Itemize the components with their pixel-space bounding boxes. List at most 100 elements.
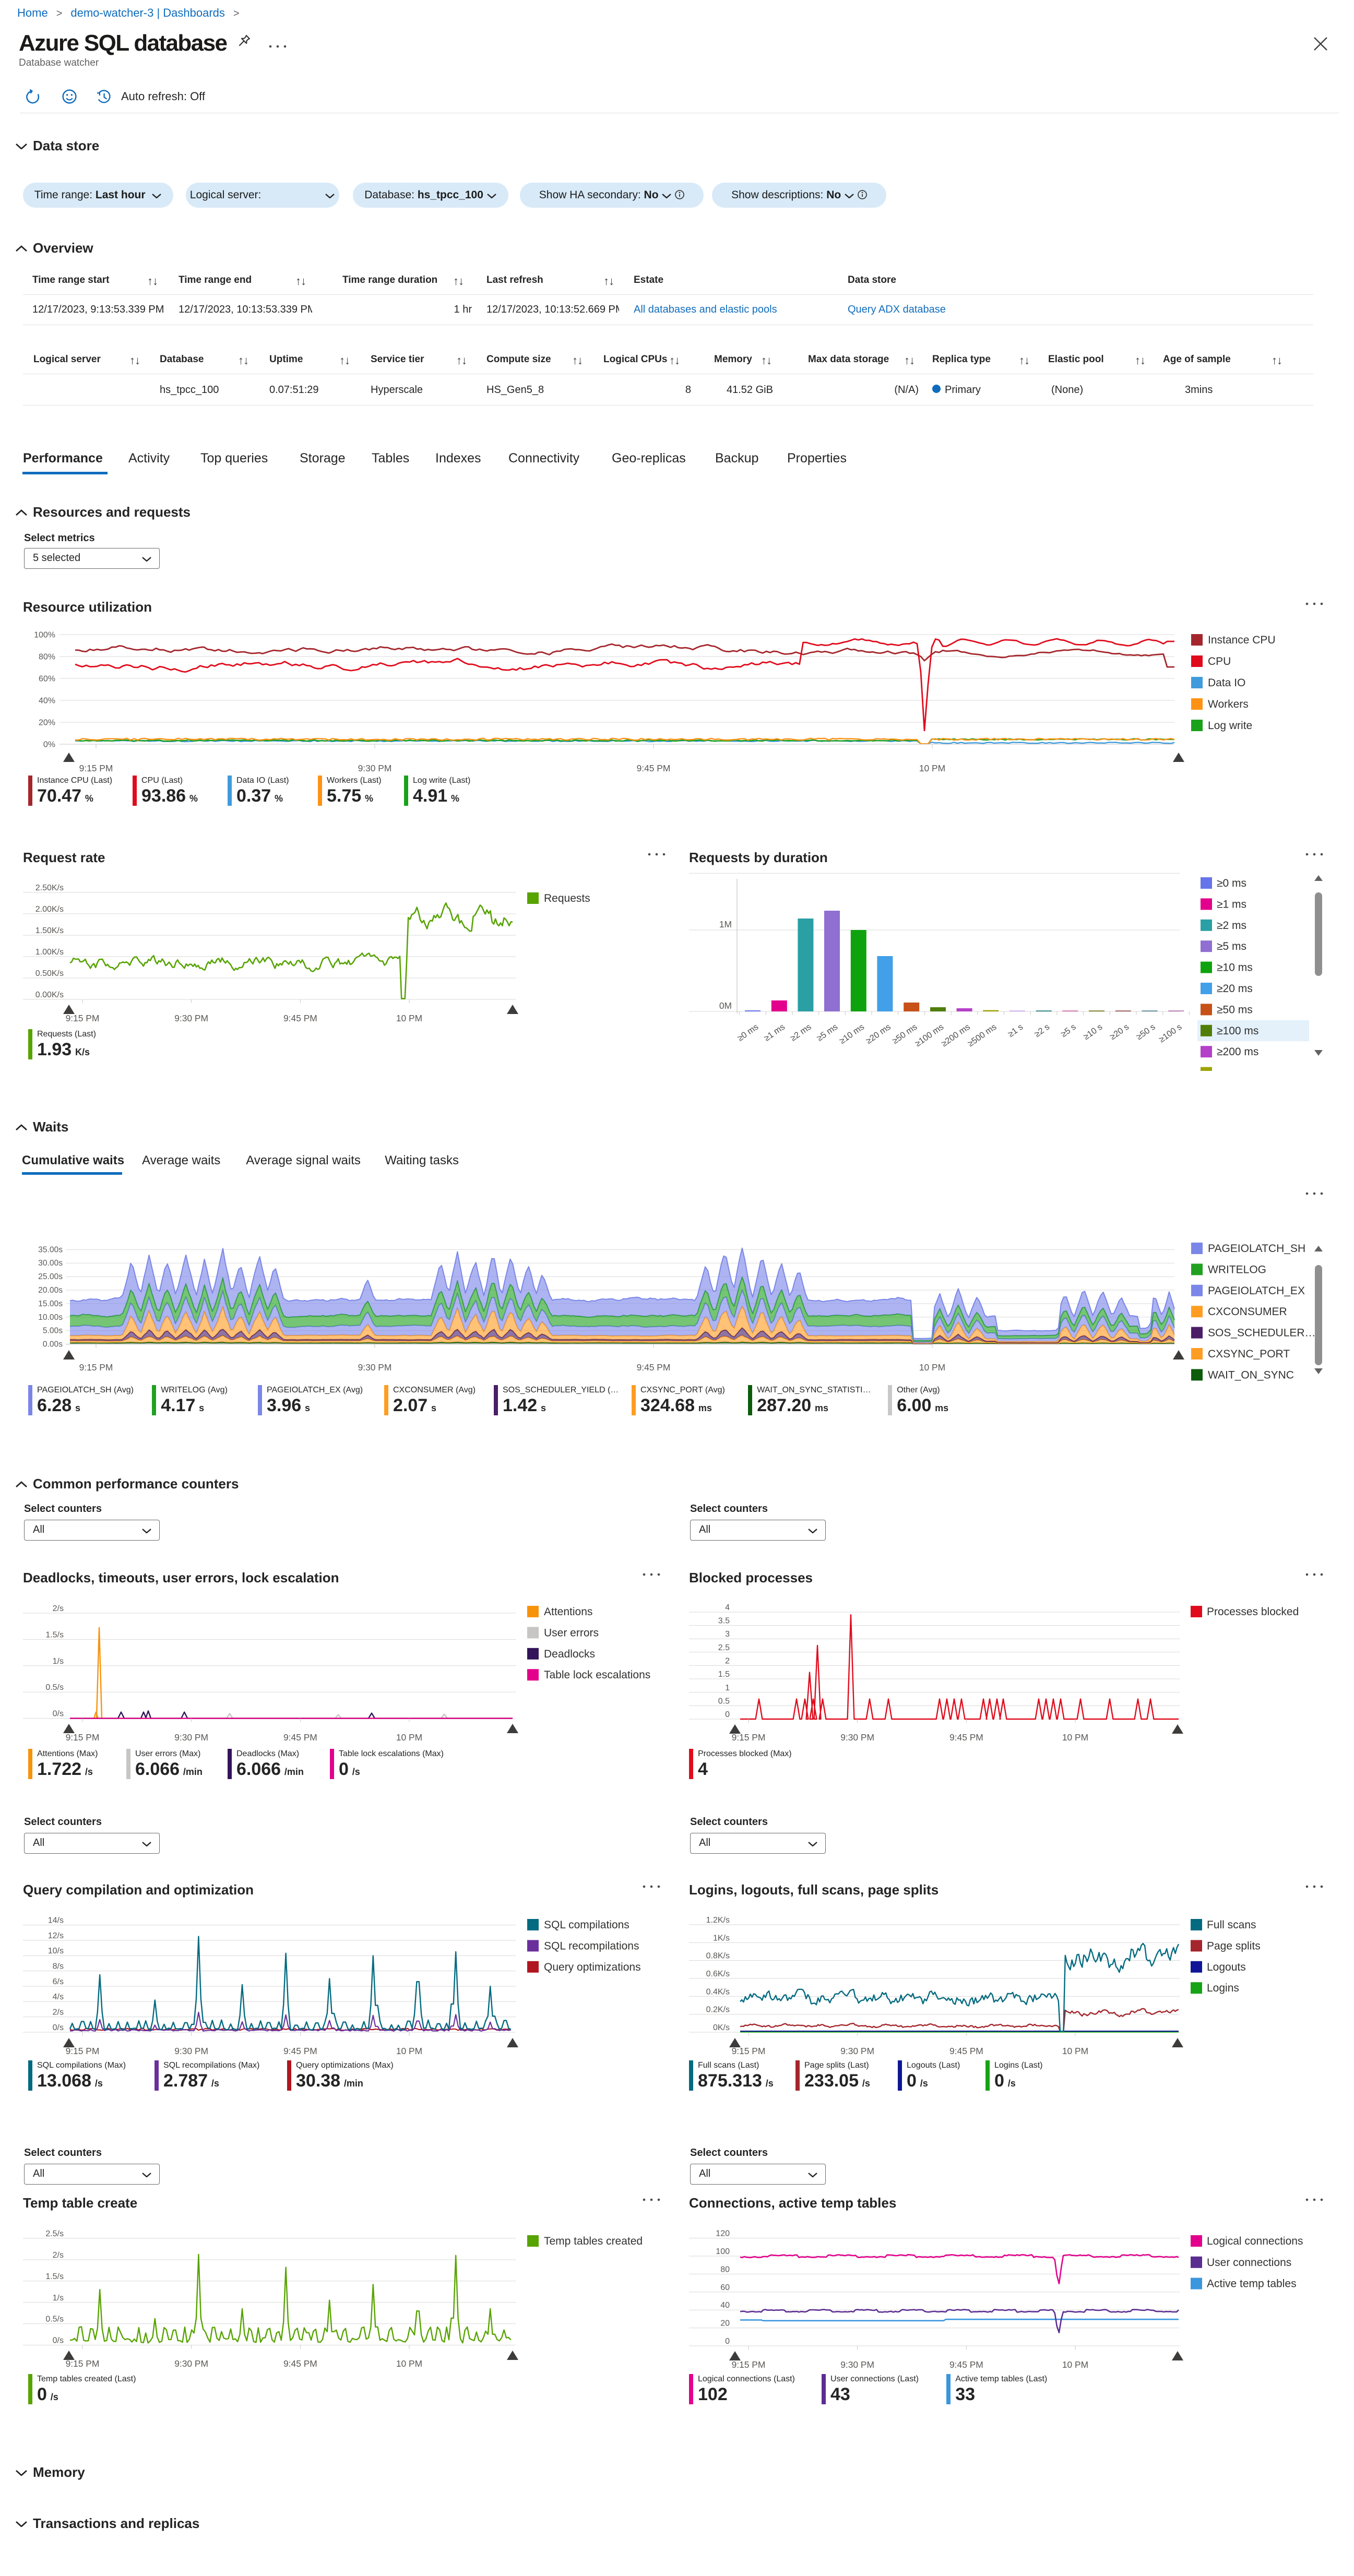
- svg-text:≥10 s: ≥10 s: [1082, 1022, 1104, 1042]
- svg-text:9:30 PM: 9:30 PM: [358, 763, 392, 773]
- svg-text:9:15 PM: 9:15 PM: [66, 1732, 100, 1743]
- svg-text:Data IO: Data IO: [1208, 677, 1245, 689]
- svg-text:0.5/s: 0.5/s: [45, 1683, 64, 1692]
- svg-text:≥0 ms: ≥0 ms: [1217, 877, 1246, 889]
- svg-text:Log write: Log write: [1208, 720, 1252, 732]
- svg-text:40: 40: [720, 2301, 730, 2310]
- svg-text:Temp tables created: Temp tables created: [544, 2235, 643, 2247]
- svg-text:10.00s: 10.00s: [38, 1313, 63, 1322]
- svg-text:Logical connections: Logical connections: [1207, 2235, 1303, 2247]
- svg-text:40%: 40%: [39, 697, 55, 706]
- svg-text:User connections: User connections: [1207, 2257, 1291, 2269]
- svg-text:1/s: 1/s: [53, 1657, 64, 1666]
- svg-text:9:30 PM: 9:30 PM: [174, 1013, 208, 1023]
- svg-text:≥5 ms: ≥5 ms: [1217, 940, 1246, 952]
- svg-text:CXCONSUMER: CXCONSUMER: [1208, 1306, 1287, 1318]
- svg-text:0/s: 0/s: [53, 2336, 64, 2345]
- svg-text:WAIT_ON_SYNC: WAIT_ON_SYNC: [1208, 1369, 1294, 1381]
- svg-text:10 PM: 10 PM: [1062, 2359, 1088, 2370]
- svg-text:8/s: 8/s: [53, 1962, 64, 1971]
- svg-text:Deadlocks: Deadlocks: [544, 1648, 595, 1660]
- svg-text:2/s: 2/s: [53, 1604, 64, 1613]
- svg-text:15.00s: 15.00s: [38, 1299, 63, 1308]
- svg-text:Table lock escalations: Table lock escalations: [544, 1669, 650, 1681]
- svg-text:9:45 PM: 9:45 PM: [283, 1013, 317, 1023]
- svg-text:≥20 ms: ≥20 ms: [864, 1022, 893, 1046]
- svg-text:≥10 ms: ≥10 ms: [838, 1022, 866, 1046]
- svg-text:≥1 s: ≥1 s: [1006, 1022, 1025, 1039]
- svg-text:10 PM: 10 PM: [1062, 1732, 1088, 1743]
- svg-text:10 PM: 10 PM: [1062, 2046, 1088, 2056]
- svg-text:1K/s: 1K/s: [713, 1934, 730, 1942]
- svg-text:Instance CPU: Instance CPU: [1208, 634, 1276, 646]
- svg-text:14/s: 14/s: [48, 1916, 64, 1925]
- svg-text:CXSYNC_PORT: CXSYNC_PORT: [1208, 1348, 1290, 1360]
- svg-text:≥5 ms: ≥5 ms: [815, 1022, 840, 1043]
- svg-text:User errors: User errors: [544, 1627, 599, 1639]
- svg-text:Workers: Workers: [1208, 698, 1249, 710]
- svg-text:2/s: 2/s: [53, 2008, 64, 2017]
- svg-text:0K/s: 0K/s: [713, 2023, 730, 2032]
- svg-text:9:15 PM: 9:15 PM: [732, 2046, 766, 2056]
- svg-text:2.5/s: 2.5/s: [45, 2229, 64, 2238]
- svg-text:9:45 PM: 9:45 PM: [637, 763, 671, 773]
- svg-text:9:45 PM: 9:45 PM: [283, 2358, 317, 2369]
- svg-text:0.00K/s: 0.00K/s: [35, 991, 64, 999]
- svg-text:Attentions: Attentions: [544, 1606, 592, 1618]
- svg-text:9:30 PM: 9:30 PM: [840, 2359, 874, 2370]
- svg-text:9:45 PM: 9:45 PM: [637, 1362, 671, 1373]
- svg-text:0.2K/s: 0.2K/s: [706, 2006, 730, 2014]
- svg-text:≥500 ms: ≥500 ms: [966, 1022, 999, 1049]
- svg-text:0/s: 0/s: [53, 2023, 64, 2032]
- svg-text:≥2 s: ≥2 s: [1032, 1022, 1051, 1039]
- svg-text:0: 0: [725, 1710, 730, 1719]
- svg-text:80: 80: [720, 2265, 730, 2274]
- svg-text:Full scans: Full scans: [1207, 1919, 1256, 1931]
- svg-text:10 PM: 10 PM: [396, 2046, 422, 2056]
- svg-text:≥50 s: ≥50 s: [1135, 1022, 1157, 1042]
- svg-text:0.00s: 0.00s: [43, 1340, 63, 1349]
- svg-text:2: 2: [725, 1656, 730, 1665]
- svg-text:5.00s: 5.00s: [43, 1327, 63, 1335]
- svg-text:WRITELOG: WRITELOG: [1208, 1263, 1266, 1275]
- svg-text:6/s: 6/s: [53, 1977, 64, 1986]
- svg-text:9:30 PM: 9:30 PM: [358, 1362, 392, 1373]
- svg-text:CPU: CPU: [1208, 655, 1231, 667]
- svg-text:SQL compilations: SQL compilations: [544, 1919, 630, 1931]
- svg-text:60: 60: [720, 2283, 730, 2292]
- svg-text:Logouts: Logouts: [1207, 1961, 1246, 1973]
- svg-text:9:45 PM: 9:45 PM: [949, 1732, 983, 1743]
- svg-text:1M: 1M: [719, 919, 732, 929]
- svg-text:0: 0: [725, 2337, 730, 2346]
- svg-text:Requests: Requests: [544, 892, 590, 904]
- svg-text:9:30 PM: 9:30 PM: [840, 2046, 874, 2056]
- svg-text:0.5: 0.5: [718, 1697, 730, 1706]
- svg-text:10 PM: 10 PM: [396, 1013, 422, 1023]
- svg-text:4: 4: [725, 1603, 730, 1612]
- svg-text:≥2 ms: ≥2 ms: [1217, 920, 1246, 932]
- svg-text:10 PM: 10 PM: [396, 2358, 422, 2369]
- svg-text:35.00s: 35.00s: [38, 1245, 63, 1254]
- svg-text:≥200 ms: ≥200 ms: [1217, 1046, 1258, 1058]
- svg-text:25.00s: 25.00s: [38, 1272, 63, 1281]
- svg-text:SQL recompilations: SQL recompilations: [544, 1940, 639, 1952]
- svg-text:≥0 ms: ≥0 ms: [736, 1022, 761, 1043]
- svg-text:1: 1: [725, 1684, 730, 1692]
- svg-text:1.5/s: 1.5/s: [45, 1630, 64, 1639]
- svg-text:PAGEIOLATCH_EX: PAGEIOLATCH_EX: [1208, 1285, 1305, 1297]
- svg-text:0%: 0%: [43, 741, 55, 749]
- svg-text:9:15 PM: 9:15 PM: [66, 2358, 100, 2369]
- svg-text:Processes blocked: Processes blocked: [1207, 1606, 1299, 1618]
- svg-text:1.5/s: 1.5/s: [45, 2272, 64, 2281]
- svg-text:9:15 PM: 9:15 PM: [79, 1362, 113, 1373]
- svg-text:4/s: 4/s: [53, 1993, 64, 2001]
- svg-text:9:15 PM: 9:15 PM: [732, 1732, 766, 1743]
- svg-text:12/s: 12/s: [48, 1931, 64, 1940]
- svg-text:0.4K/s: 0.4K/s: [706, 1987, 730, 1996]
- svg-text:80%: 80%: [39, 653, 55, 662]
- svg-text:3: 3: [725, 1630, 730, 1639]
- svg-text:9:30 PM: 9:30 PM: [174, 1732, 208, 1743]
- svg-text:2/s: 2/s: [53, 2251, 64, 2260]
- svg-text:SOS_SCHEDULER…: SOS_SCHEDULER…: [1208, 1327, 1316, 1339]
- svg-text:PAGEIOLATCH_SH: PAGEIOLATCH_SH: [1208, 1243, 1305, 1255]
